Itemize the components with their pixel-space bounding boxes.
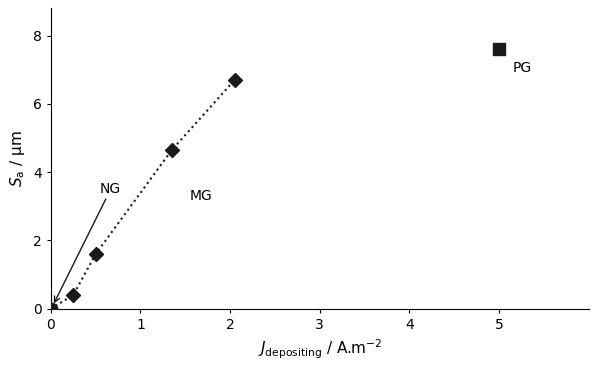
- Text: MG: MG: [190, 189, 213, 203]
- Text: PG: PG: [512, 61, 531, 75]
- X-axis label: $J_{\mathregular{depositing}}$ / A.m$^{-2}$: $J_{\mathregular{depositing}}$ / A.m$^{-…: [258, 337, 381, 361]
- Text: NG: NG: [54, 182, 121, 302]
- Y-axis label: $S_{\mathregular{a}}$ / µm: $S_{\mathregular{a}}$ / µm: [8, 130, 27, 187]
